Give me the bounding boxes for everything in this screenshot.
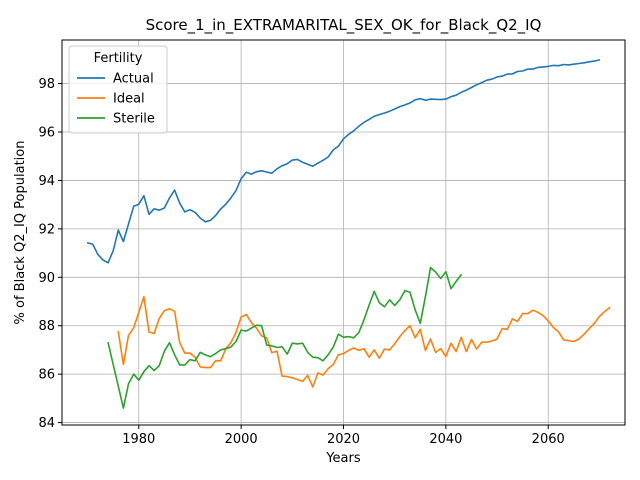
x-tick-label: 2060	[532, 432, 565, 447]
x-tick-label: 2020	[327, 432, 360, 447]
y-tick-label: 84	[38, 416, 55, 431]
legend-label-sterile: Sterile	[113, 112, 155, 127]
y-tick-label: 88	[38, 319, 55, 334]
x-axis-label: Years	[325, 451, 361, 466]
legend-label-ideal: Ideal	[113, 92, 145, 107]
y-tick-label: 92	[38, 222, 55, 237]
y-axis-label: % of Black Q2_IQ Population	[13, 141, 28, 325]
y-tick-label: 86	[38, 368, 55, 383]
legend-title: Fertility	[94, 51, 143, 66]
x-tick-label: 1980	[122, 432, 155, 447]
y-tick-label: 90	[38, 271, 55, 286]
y-tick-label: 96	[38, 126, 55, 141]
x-tick-label: 2000	[225, 432, 258, 447]
x-tick-label: 2040	[429, 432, 462, 447]
y-tick-label: 94	[38, 174, 55, 189]
chart-title: Score_1_in_EXTRAMARITAL_SEX_OK_for_Black…	[146, 16, 542, 35]
legend: Fertility Actual Ideal Sterile	[69, 46, 167, 133]
legend-label-actual: Actual	[113, 72, 154, 87]
y-tick-label: 98	[38, 77, 55, 92]
